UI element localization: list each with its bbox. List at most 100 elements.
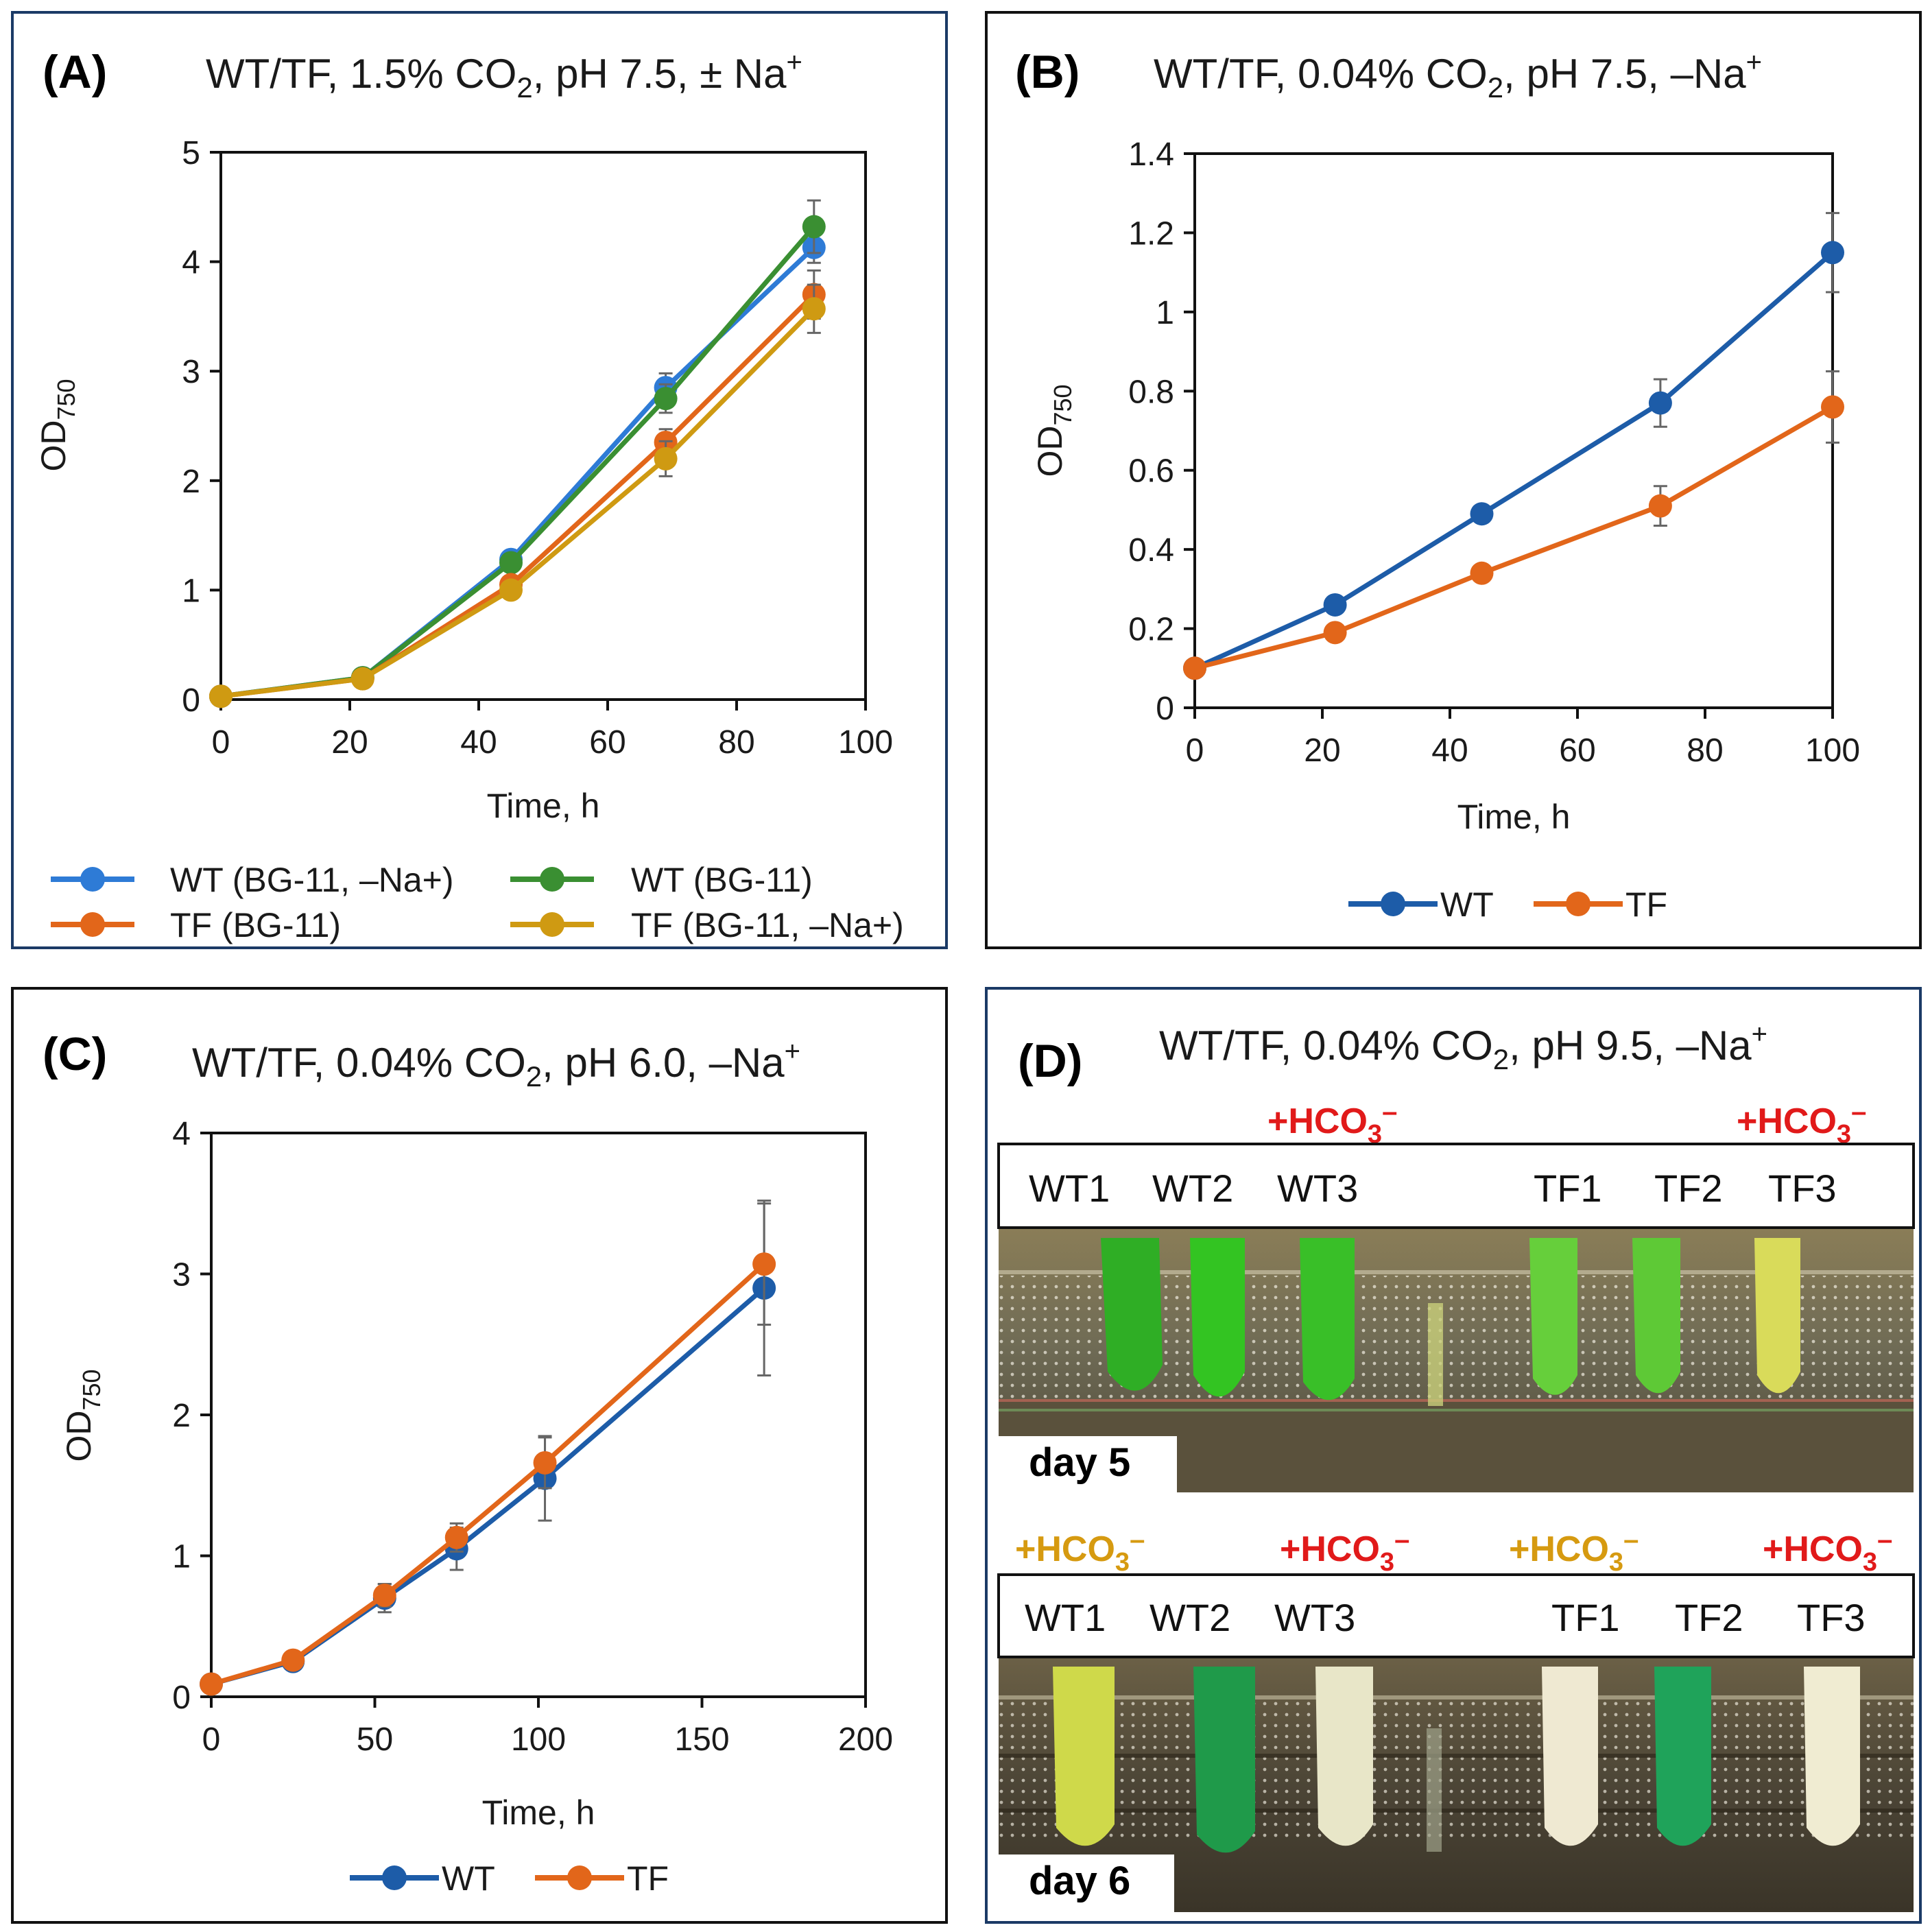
- legend-a-label-2: WT (BG-11): [631, 861, 813, 899]
- data-point-a-tf-bg-11-na: [350, 667, 374, 691]
- data-point-b-tf: [1648, 494, 1672, 518]
- x-tick-label-a: 60: [589, 724, 626, 761]
- legend-a-marker-4: [540, 912, 564, 937]
- y-tick-label-c: 0: [172, 1680, 191, 1716]
- panel-d-label: (D): [1018, 1035, 1082, 1087]
- y-tick-label-b: 0: [1156, 691, 1174, 727]
- y-tick-label-a: 1: [182, 573, 200, 609]
- data-point-a-wt-bg-11: [654, 387, 678, 411]
- x-axis-label-a: Time, h: [487, 787, 600, 825]
- legend-a-marker-2: [540, 867, 564, 892]
- chart-c: 0 1 2 3 4 0 50 100 150 200 Time, h OD750: [60, 1116, 893, 1832]
- day5-label-box: [999, 1436, 1177, 1492]
- tube-day6-wt1: [1053, 1667, 1115, 1846]
- y-tick-label-b: 0.4: [1128, 532, 1174, 569]
- data-point-a-wt-bg-11: [802, 215, 826, 239]
- legend-c: WT TF: [350, 1859, 669, 1898]
- y-axis-label-a: OD750: [34, 379, 80, 471]
- legend-a-item-3: TF (BG-11): [51, 906, 341, 944]
- tube-label-day6-wt2: WT2: [1149, 1596, 1230, 1639]
- hco-label-day6-tf1: +HCO3–: [1509, 1525, 1639, 1577]
- y-tick-label-c: 1: [172, 1539, 191, 1575]
- legend-c-label-wt: WT: [442, 1859, 495, 1898]
- tube-label-day6-wt3: WT3: [1274, 1596, 1355, 1639]
- hco-label-day6-tf3: +HCO3–: [1763, 1525, 1892, 1577]
- tube-label-day6-tf2: TF2: [1675, 1596, 1743, 1639]
- tube-day6-wt2: [1193, 1667, 1255, 1853]
- legend-a-item-2: WT (BG-11): [510, 861, 813, 899]
- x-tick-label-c: 200: [838, 1721, 893, 1758]
- panel-c-frame: [11, 987, 948, 1924]
- tube-label-day5-tf1: TF1: [1534, 1167, 1602, 1210]
- x-tick-label-a: 40: [460, 724, 497, 761]
- y-tick-label-a: 5: [182, 135, 200, 171]
- legend-a-label-3: TF (BG-11): [170, 906, 341, 944]
- x-tick-label-b: 100: [1805, 732, 1860, 769]
- tube-label-day5-wt3: WT3: [1277, 1167, 1358, 1210]
- day5-label: day 5: [1029, 1440, 1130, 1485]
- y-tick-label-a: 2: [182, 464, 200, 500]
- data-point-b-tf: [1323, 621, 1347, 645]
- x-tick-label-a: 20: [331, 724, 368, 761]
- y-tick-label-b: 0.8: [1128, 374, 1174, 410]
- tube-day5-wt2: [1190, 1238, 1245, 1397]
- data-point-a-tf-bg-11-na: [654, 446, 678, 470]
- tube-label-day5-tf2: TF2: [1654, 1167, 1723, 1210]
- y-axis-label-c: OD750: [60, 1369, 106, 1462]
- x-tick-label-c: 50: [357, 1721, 393, 1758]
- data-point-b-wt: [1648, 391, 1672, 415]
- data-point-a-wt-bg-11: [499, 551, 523, 575]
- x-tick-label-c: 150: [674, 1721, 729, 1758]
- y-tick-label-b: 0.6: [1128, 453, 1174, 490]
- hco-label-day6-wt3: +HCO3–: [1280, 1525, 1409, 1577]
- tube-day5-wt3: [1300, 1238, 1355, 1400]
- data-point-c-tf: [200, 1672, 223, 1696]
- data-point-c-tf: [533, 1451, 557, 1475]
- panel-a-label: (A): [43, 46, 107, 98]
- hco-label-day5-wt3: +HCO3–: [1267, 1097, 1397, 1149]
- y-tick-label-a: 4: [182, 245, 200, 281]
- plot-area-c: [210, 1132, 867, 1698]
- day6-label: day 6: [1029, 1859, 1130, 1903]
- day6-label-box: [999, 1855, 1174, 1912]
- panel-a-frame: [11, 11, 948, 949]
- x-tick-label-b: 60: [1559, 732, 1595, 769]
- data-point-b-tf: [1470, 561, 1494, 585]
- tube-label-bar-day5: [997, 1143, 1915, 1229]
- x-tick-label-b: 0: [1186, 732, 1204, 769]
- tube-label-day5-wt1: WT1: [1029, 1167, 1110, 1210]
- tube-day5-tf2: [1632, 1238, 1680, 1394]
- data-point-c-tf: [281, 1648, 305, 1672]
- data-point-c-tf: [752, 1252, 776, 1276]
- data-point-b-tf: [1821, 395, 1844, 419]
- x-tick-label-a: 0: [212, 724, 230, 761]
- legend-a: WT (BG-11, –Na+) WT (BG-11) TF (BG-11) T…: [51, 861, 904, 944]
- tube-day5-wt1: [1101, 1238, 1163, 1391]
- chart-b: 0 0.2 0.4 0.6 0.8 1 1.2 1.4 0 20 40 60 80 100 Time, h O…: [1031, 136, 1860, 836]
- y-tick-label-c: 3: [172, 1257, 191, 1293]
- y-tick-label-c: 4: [172, 1116, 191, 1152]
- legend-b-label-wt: WT: [1440, 885, 1494, 924]
- x-tick-label-a: 100: [838, 724, 893, 761]
- x-tick-label-a: 80: [718, 724, 754, 761]
- photo-day6-stick: [1427, 1728, 1442, 1852]
- y-axis-label-b: OD750: [1031, 384, 1077, 477]
- y-tick-label-b: 0.2: [1128, 612, 1174, 648]
- x-tick-label-c: 0: [202, 1721, 221, 1758]
- legend-a-marker-1: [80, 867, 105, 892]
- legend-b: WT TF: [1348, 885, 1667, 924]
- legend-a-marker-3: [80, 912, 105, 937]
- panel-b-label: (B): [1015, 46, 1080, 98]
- tube-day6-tf1: [1542, 1667, 1598, 1846]
- y-tick-label-c: 2: [172, 1398, 191, 1434]
- data-point-a-tf-bg-11-na: [499, 578, 523, 602]
- photo-day6-light-panel: [999, 1701, 1914, 1838]
- tube-label-day5-wt2: WT2: [1152, 1167, 1233, 1210]
- panel-c-title: WT/TF, 0.04% CO2, pH 6.0, –Na+: [192, 1036, 800, 1093]
- legend-b-marker-wt: [1381, 892, 1405, 916]
- panel-d-frame: [985, 987, 1922, 1924]
- y-tick-label-b: 1: [1156, 295, 1174, 331]
- legend-c-marker-wt: [382, 1865, 407, 1890]
- tube-label-bar-day6: [997, 1573, 1915, 1658]
